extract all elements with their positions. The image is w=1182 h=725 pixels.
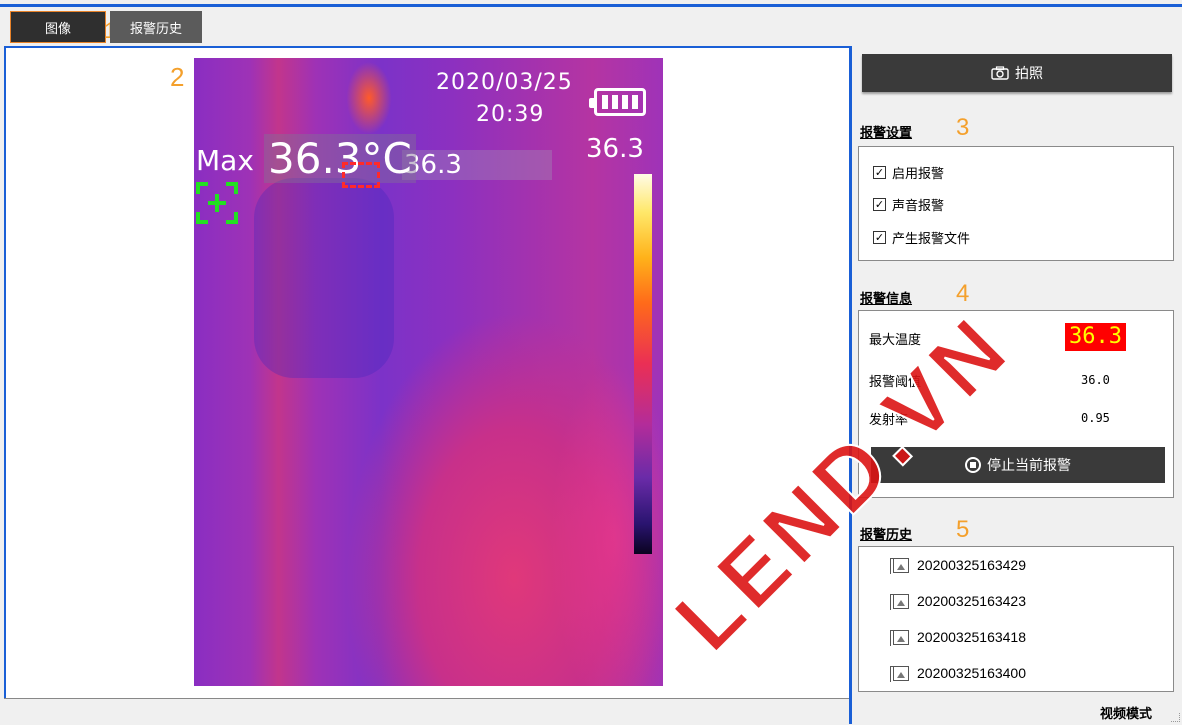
sound-alarm-label: 声音报警 xyxy=(892,199,945,214)
image-file-icon xyxy=(890,557,909,574)
alarm-settings-title: 报警设置 xyxy=(860,126,913,141)
threshold-value: 36.0 xyxy=(1081,373,1110,387)
stop-icon xyxy=(965,457,981,473)
spot-temperature: 36.3 xyxy=(402,150,552,180)
max-temperature: 36.3°C xyxy=(264,134,416,183)
tab-bar: 图像 1 报警历史 xyxy=(0,7,1182,47)
threshold-label: 报警阈值 xyxy=(869,375,922,390)
alarm-settings-box: ✓ 启用报警 ✓ 声音报警 ✓ 产生报警文件 xyxy=(858,146,1174,261)
scale-max-value: 36.3 xyxy=(586,134,644,164)
history-item-label: 20200325163423 xyxy=(917,593,1027,609)
alarm-info-box: 最大温度 36.3 报警阈值 36.0 发射率 0.95 停止当前报警 xyxy=(858,310,1174,498)
history-item[interactable]: 20200325163418 xyxy=(890,629,1027,646)
emissivity-value: 0.95 xyxy=(1081,411,1110,425)
history-item[interactable]: 20200325163423 xyxy=(890,593,1027,610)
resize-grip-icon[interactable] xyxy=(1171,713,1180,722)
tab-image[interactable]: 图像 xyxy=(10,11,106,43)
alarm-file-checkbox[interactable]: ✓ xyxy=(873,231,886,244)
history-item[interactable]: 20200325163400 xyxy=(890,665,1027,682)
alarm-file-label: 产生报警文件 xyxy=(892,232,971,247)
max-label: Max xyxy=(196,144,254,177)
thermal-image: 2020/03/25 20:39 36.3 Max 36.3°C 36.3 xyxy=(194,58,663,686)
take-photo-button[interactable]: 拍照 xyxy=(862,54,1172,92)
thermal-cold-region xyxy=(254,178,394,378)
sound-alarm-option[interactable]: ✓ 声音报警 xyxy=(873,195,944,214)
marker-3: 3 xyxy=(956,114,970,141)
color-scale-bar xyxy=(634,174,652,554)
history-item[interactable]: 20200325163429 xyxy=(890,557,1027,574)
image-time: 20:39 xyxy=(476,102,545,127)
tab-alarm-history[interactable]: 报警历史 xyxy=(110,11,202,43)
sound-alarm-checkbox[interactable]: ✓ xyxy=(873,198,886,211)
image-file-icon xyxy=(890,629,909,646)
crosshair-icon xyxy=(196,182,238,224)
alarm-history-list: 20200325163429 20200325163423 2020032516… xyxy=(858,546,1174,692)
take-photo-label: 拍照 xyxy=(1015,66,1043,82)
max-temp-label: 最大温度 xyxy=(869,333,922,348)
panel-divider xyxy=(849,46,852,724)
image-date: 2020/03/25 xyxy=(436,70,573,95)
image-file-icon xyxy=(890,593,909,610)
hotspot-marker-icon xyxy=(342,162,380,188)
image-file-icon xyxy=(890,665,909,682)
bottom-status-bar xyxy=(4,698,849,725)
alarm-history-title: 报警历史 xyxy=(860,528,913,543)
marker-4: 4 xyxy=(956,280,970,307)
alarm-info-title: 报警信息 xyxy=(860,292,913,307)
history-item-label: 20200325163418 xyxy=(917,629,1027,645)
battery-icon xyxy=(589,88,646,116)
alarm-file-option[interactable]: ✓ 产生报警文件 xyxy=(873,228,970,247)
enable-alarm-option[interactable]: ✓ 启用报警 xyxy=(873,163,944,182)
emissivity-label: 发射率 xyxy=(869,413,909,428)
top-border xyxy=(0,4,1182,7)
history-item-label: 20200325163429 xyxy=(917,557,1027,573)
max-temp-value: 36.3 xyxy=(1065,323,1126,351)
stop-alarm-button[interactable]: 停止当前报警 xyxy=(871,447,1165,483)
sidebar: 拍照 报警设置 3 ✓ 启用报警 ✓ 声音报警 ✓ 产生报警文件 报警信息 4 … xyxy=(852,46,1182,724)
marker-2: 2 xyxy=(170,62,185,92)
video-mode-label: 视频模式 xyxy=(1099,707,1152,722)
stop-alarm-label: 停止当前报警 xyxy=(987,458,1071,474)
history-item-label: 20200325163400 xyxy=(917,665,1027,681)
enable-alarm-label: 启用报警 xyxy=(892,167,945,182)
camera-icon xyxy=(991,66,1009,80)
marker-5: 5 xyxy=(956,516,970,543)
enable-alarm-checkbox[interactable]: ✓ xyxy=(873,166,886,179)
